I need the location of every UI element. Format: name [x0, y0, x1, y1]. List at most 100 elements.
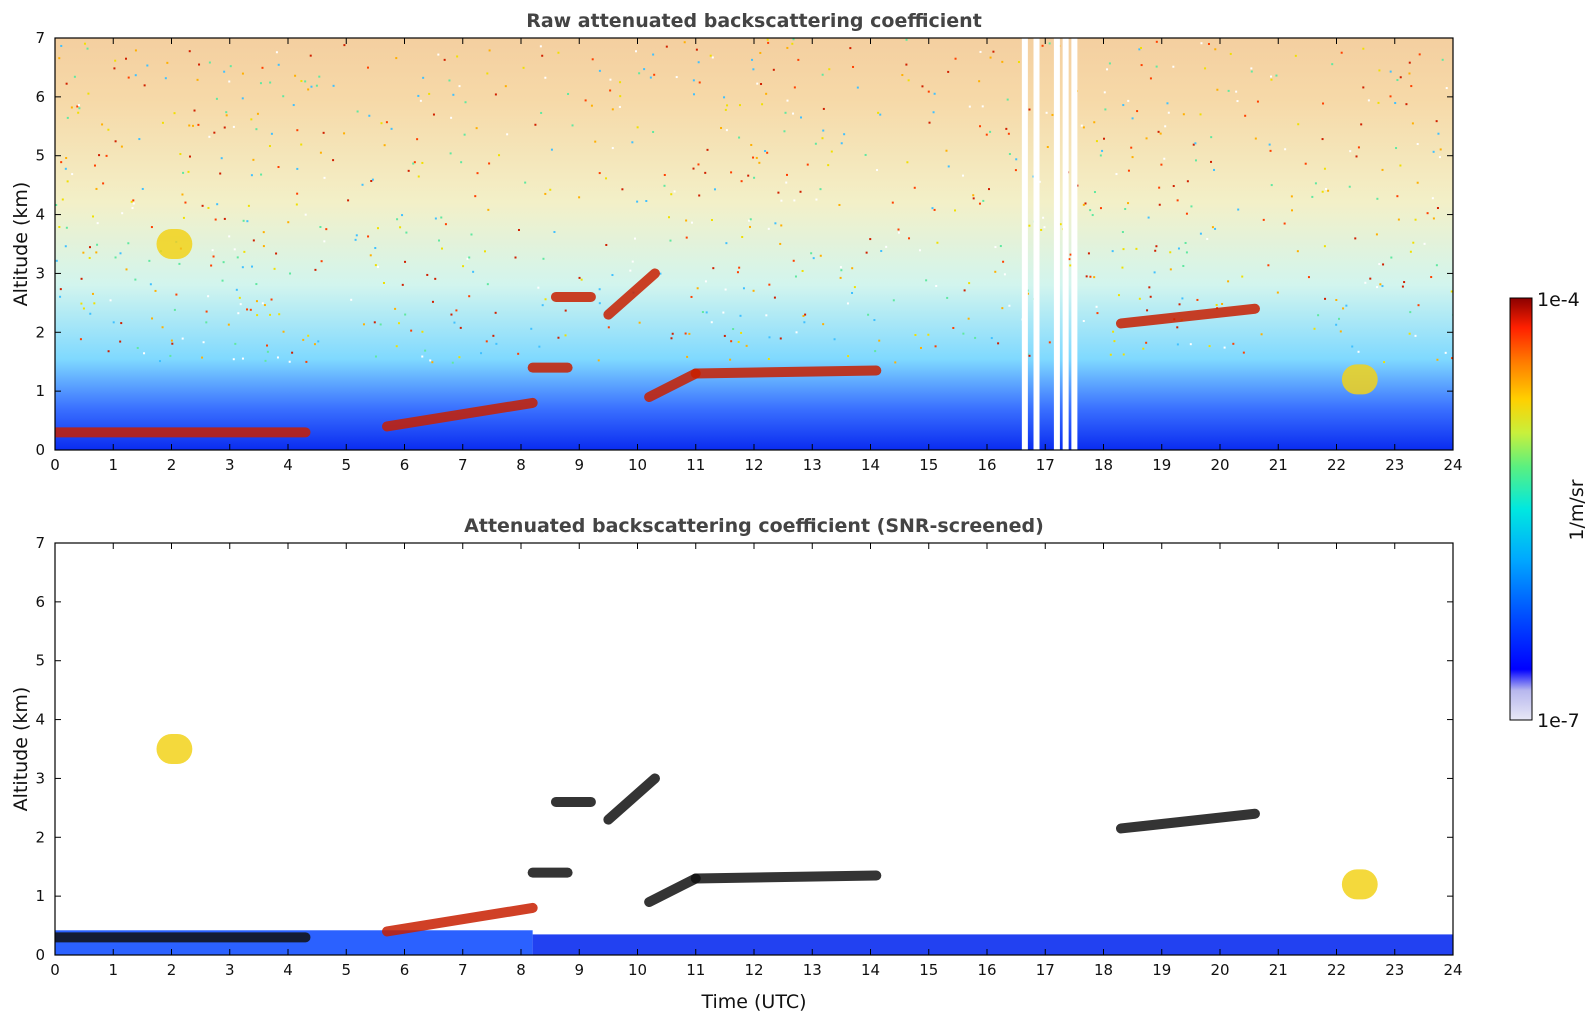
noise-pixel [93, 302, 96, 305]
noise-pixel [1206, 237, 1209, 240]
noise-pixel [750, 143, 753, 146]
noise-pixel [1068, 258, 1071, 261]
noise-pixel [638, 321, 641, 324]
y-tick-label: 2 [35, 828, 45, 846]
noise-pixel [1131, 117, 1134, 120]
noise-pixel [1149, 295, 1152, 298]
noise-pixel [634, 50, 637, 53]
noise-pixel [667, 216, 670, 219]
noise-pixel [1069, 253, 1072, 256]
x-tick-label: 1 [108, 456, 118, 474]
noise-pixel [105, 154, 108, 157]
noise-pixel [266, 344, 269, 347]
noise-pixel [1207, 42, 1210, 45]
cloud-layer [690, 870, 882, 884]
noise-pixel [1256, 100, 1259, 103]
noise-pixel [211, 249, 214, 252]
noise-pixel [417, 175, 420, 178]
noise-pixel [851, 267, 854, 270]
x-tick-label: 20 [1210, 961, 1229, 979]
noise-pixel [891, 201, 894, 204]
noise-pixel [806, 163, 809, 166]
noise-pixel [1122, 353, 1125, 356]
noise-pixel [804, 313, 807, 316]
noise-pixel [1250, 67, 1253, 70]
noise-pixel [696, 287, 699, 290]
noise-pixel [246, 220, 249, 223]
x-tick-label: 18 [1094, 961, 1113, 979]
noise-pixel [710, 321, 713, 324]
noise-pixel [1313, 327, 1316, 330]
noise-pixel [1127, 202, 1130, 205]
noise-pixel [1194, 159, 1197, 162]
noise-pixel [102, 182, 105, 185]
x-tick-label: 15 [919, 456, 938, 474]
colorbar-label: 1/m/sr [1566, 479, 1588, 540]
noise-pixel [485, 340, 488, 343]
noise-pixel [1185, 251, 1188, 254]
noise-pixel [305, 360, 308, 363]
noise-pixel [175, 293, 178, 296]
noise-pixel [1409, 250, 1412, 253]
noise-pixel [188, 124, 191, 127]
noise-pixel [1121, 266, 1124, 269]
noise-pixel [1408, 332, 1411, 335]
noise-pixel [77, 104, 80, 107]
noise-pixel [382, 281, 385, 284]
noise-pixel [1046, 145, 1049, 148]
noise-pixel [838, 203, 841, 206]
noise-pixel [1176, 199, 1179, 202]
noise-pixel [350, 298, 353, 301]
noise-pixel [1414, 218, 1417, 221]
noise-pixel [1178, 303, 1181, 306]
noise-pixel [591, 58, 594, 61]
noise-pixel [925, 279, 928, 282]
noise-pixel [173, 308, 176, 311]
noise-pixel [765, 92, 768, 95]
noise-pixel [933, 208, 936, 211]
noise-pixel [1435, 264, 1438, 267]
noise-pixel [431, 300, 434, 303]
noise-pixel [1199, 113, 1202, 116]
noise-pixel [1163, 157, 1166, 160]
noise-pixel [1006, 98, 1009, 101]
noise-pixel [564, 309, 567, 312]
noise-pixel [343, 132, 346, 135]
noise-pixel [1214, 48, 1217, 51]
noise-pixel [77, 111, 80, 114]
noise-pixel [143, 84, 146, 87]
noise-pixel [928, 121, 931, 124]
noise-pixel [1381, 285, 1384, 288]
noise-pixel [670, 193, 673, 196]
noise-pixel [88, 256, 91, 259]
noise-pixel [1377, 101, 1380, 104]
noise-pixel [852, 65, 855, 68]
noise-pixel [780, 224, 783, 227]
noise-pixel [432, 113, 435, 116]
noise-pixel [458, 356, 461, 359]
noise-pixel [1155, 65, 1158, 68]
noise-pixel [1262, 218, 1265, 221]
noise-pixel [1192, 143, 1195, 146]
noise-pixel [270, 298, 273, 301]
noise-pixel [631, 141, 634, 144]
noise-pixel [723, 96, 726, 99]
noise-pixel [486, 283, 489, 286]
noise-pixel [1166, 102, 1169, 105]
noise-pixel [1176, 343, 1179, 346]
noise-pixel [785, 181, 788, 184]
noise-pixel [745, 344, 748, 347]
noise-pixel [374, 355, 377, 358]
noise-pixel [225, 111, 228, 114]
noise-pixel [786, 46, 789, 49]
noise-pixel [173, 112, 176, 115]
boundary-layer-fill [532, 934, 1453, 955]
y-tick-label: 4 [35, 711, 45, 729]
noise-pixel [665, 45, 668, 48]
noise-pixel [1122, 248, 1125, 251]
noise-pixel [517, 228, 520, 231]
noise-pixel [1214, 227, 1217, 230]
noise-pixel [1138, 48, 1141, 51]
noise-pixel [869, 238, 872, 241]
noise-pixel [822, 129, 825, 132]
